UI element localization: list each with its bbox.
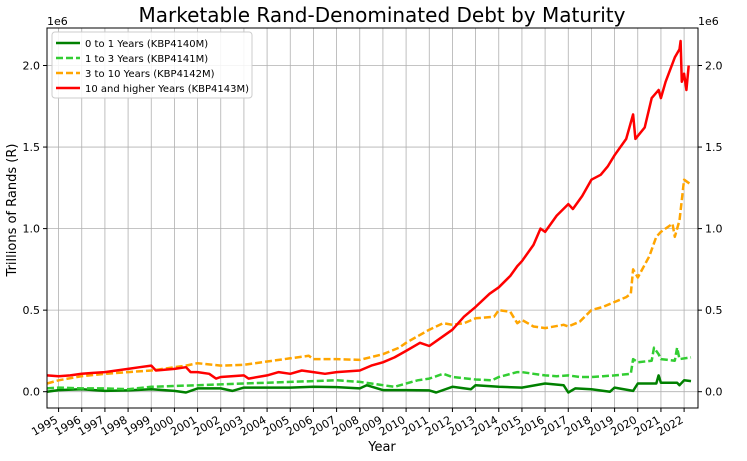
series-layer	[46, 39, 692, 394]
legend-label-2: 1 to 3 Years (KBP4141M)	[85, 54, 208, 65]
legend-box	[51, 31, 253, 99]
plot-frame	[46, 27, 699, 409]
series-line-1	[46, 374, 692, 394]
y-tick-label-right: 2.0	[705, 60, 723, 73]
series-line-4	[46, 39, 690, 380]
legend-label-4: 10 and higher Years (KBP4143M)	[85, 84, 249, 95]
y-tick-label-right: 0.5	[705, 304, 723, 317]
chart-title: Marketable Rand-Denominated Debt by Matu…	[139, 3, 626, 27]
y-tick-label-right: 1.5	[705, 141, 723, 154]
y-tick-label-right: 0.0	[705, 386, 723, 399]
y-tick-label-left: 1.5	[23, 141, 41, 154]
y-tick-label-left: 1.0	[23, 223, 41, 236]
y-tick-label-left: 0.5	[23, 304, 41, 317]
y-tick-label-right: 1.0	[705, 223, 723, 236]
y-offset-label-left: 1e6	[47, 15, 68, 28]
y-tick-label-left: 2.0	[23, 60, 41, 73]
legend: 0 to 1 Years (KBP4140M) 1 to 3 Years (KBP…	[51, 31, 253, 99]
ticks: 1995199619971998199920002001200220032004…	[23, 60, 723, 439]
y-axis-label: Trillions of Rands (R)	[5, 144, 20, 278]
series-line-2	[46, 346, 692, 391]
x-tick-label: 2022	[655, 413, 686, 438]
legend-label-3: 3 to 10 Years (KBP4142M)	[85, 69, 215, 80]
y-tick-label-left: 0.0	[23, 386, 41, 399]
series-line-3	[46, 178, 692, 385]
x-axis-label: Year	[367, 440, 396, 455]
y-offset-label-right: 1e6	[698, 15, 719, 28]
legend-label-1: 0 to 1 Years (KBP4140M)	[85, 39, 208, 50]
